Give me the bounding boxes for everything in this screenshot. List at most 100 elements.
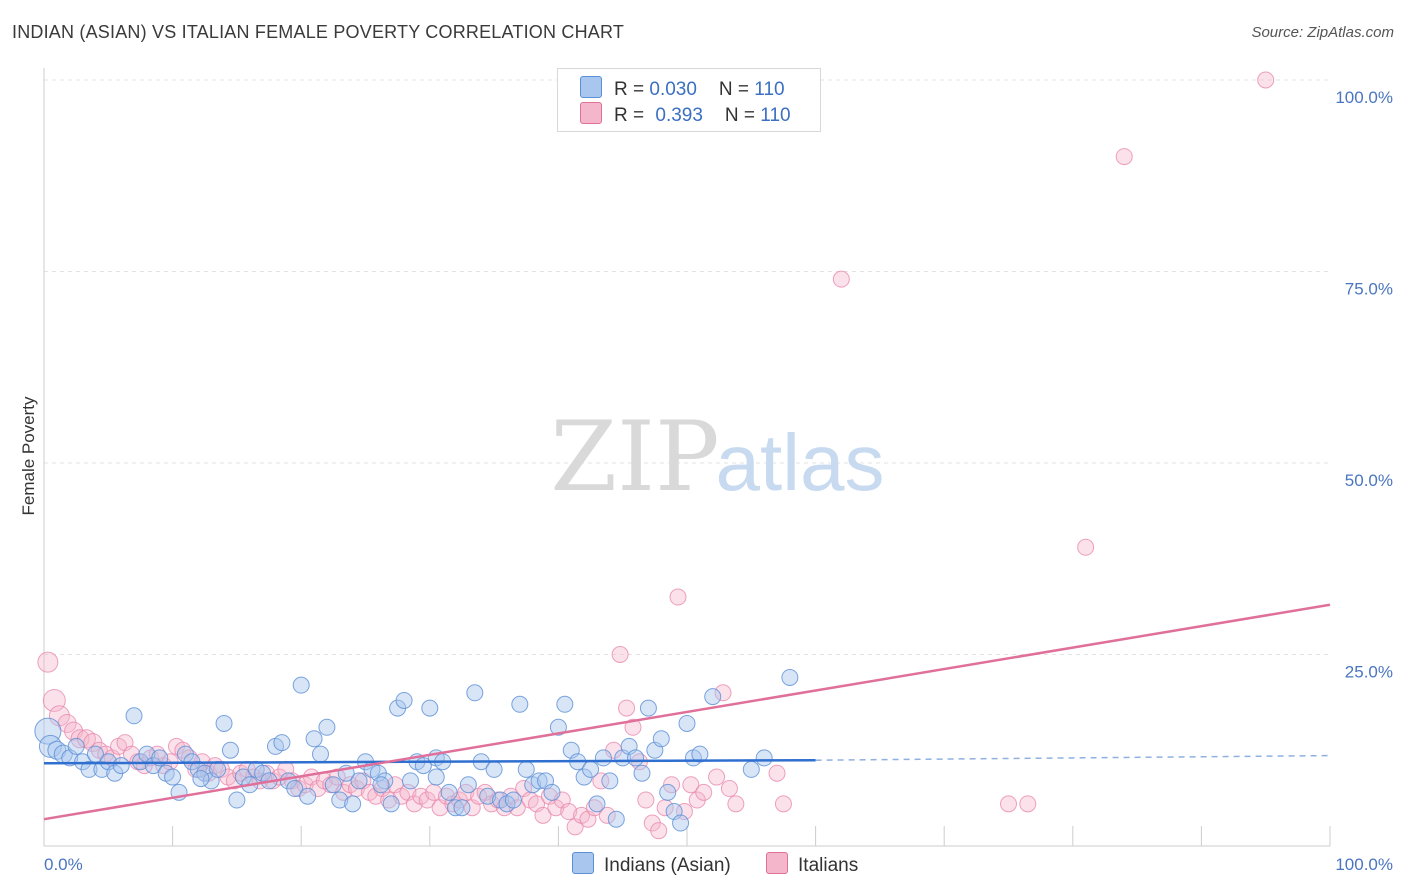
italians-point [768,764,786,782]
legend-swatch-pink [580,102,602,124]
indians-point [440,783,458,801]
legend-n-value: 110 [754,79,785,100]
indians-point [324,776,342,794]
italians-point [37,651,59,673]
y-tick-label: 25.0% [1345,663,1393,682]
series-legend-indians[interactable]: Indians (Asian) [572,852,731,877]
italians-point [1019,795,1037,813]
indians-point [215,714,233,732]
italians-point [708,768,726,786]
indians-point [34,717,62,745]
italians-point [663,776,681,794]
indians-point [627,749,645,767]
x-tick-label-min: 0.0% [44,855,83,874]
legend-box: R = 0.030 N = 110 R = 0.393 N = 110 [557,68,821,132]
legend-n-value: 110 [760,105,791,126]
trend-lines [43,603,1331,821]
y-axis-title: Female Poverty [19,396,38,516]
indians-point [742,760,760,778]
italians-point [1077,538,1095,556]
indians-point [311,745,329,763]
indians-point [125,707,143,725]
indians-point [659,783,677,801]
indians-point [421,699,439,717]
italians-point [727,795,745,813]
grid-lines [44,79,1330,655]
indians-point [299,787,317,805]
indians-point [112,757,130,775]
indians-point [588,795,606,813]
indians-point [549,718,567,736]
italians-point [624,718,642,736]
italians-point [774,795,792,813]
italians-point [714,684,732,702]
indians-point [479,787,497,805]
italians-point [669,588,687,606]
italians-point [637,791,655,809]
italians-point [560,803,578,821]
legend-n-label: N = [718,79,755,100]
indians-point [318,718,336,736]
chart-title: INDIAN (ASIAN) VS ITALIAN FEMALE POVERTY… [12,22,625,42]
indians-point [652,730,670,748]
axes [43,68,1331,847]
indians-point [228,791,246,809]
indians-point [402,772,420,790]
italians-point [70,729,90,749]
italians-point [832,270,850,288]
tick-labels: 25.0% 50.0% 75.0% 100.0% 0.0% 100.0% [44,88,1393,874]
indians-point [691,745,709,763]
indians-point [221,741,239,759]
indians-point [678,714,696,732]
legend-row-indians: R = 0.030 N = 110 [580,76,785,100]
indians-point [755,749,773,767]
indians-point [543,783,561,801]
italians-point [534,806,552,824]
series-legend: Indians (Asian) Italians [572,852,888,877]
italians-point [1257,71,1275,89]
series-swatch-blue [572,852,594,874]
italians-point [611,646,629,663]
indians-point [286,780,304,798]
legend-r-value: 0.393 [655,105,703,126]
indians-point [556,695,574,713]
watermark: ZIP atlas [550,401,884,513]
source-label: Source: ZipAtlas.com [1251,24,1394,41]
indians-point [427,768,445,786]
indians-point [511,695,529,713]
legend-swatch-blue [580,76,602,98]
italians-point [508,799,526,817]
indians-point [466,684,484,702]
indians-point [582,760,600,778]
series-name-italians: Italians [798,855,859,876]
indians-point [504,791,522,809]
indians-point [395,691,413,709]
italians-point [695,783,713,801]
italians-point [1000,795,1017,813]
indians-point [273,734,291,752]
legend-r-label: R = [614,105,650,126]
indians-point [305,730,323,748]
y-tick-label: 75.0% [1345,280,1393,299]
indians-point [639,699,657,717]
indians-point [350,772,368,790]
indians-point [672,814,690,832]
indians-point [594,749,612,767]
indians-point [781,668,799,686]
indians-point [601,772,619,790]
indians-trend-extension [815,754,1331,761]
series-swatch-pink [766,852,789,874]
indians-point [372,776,390,794]
y-tick-label: 50.0% [1345,471,1393,490]
indians-point [331,791,349,809]
series-legend-italians[interactable]: Italians [766,852,858,877]
italians-point [598,806,616,824]
indians-point [80,760,98,778]
italians-point [592,772,610,790]
y-tick-label: 100.0% [1335,88,1393,107]
italians-point [650,822,668,840]
watermark-zip: ZIP [550,401,719,513]
italians-point [720,780,738,798]
indians-point [453,799,471,817]
